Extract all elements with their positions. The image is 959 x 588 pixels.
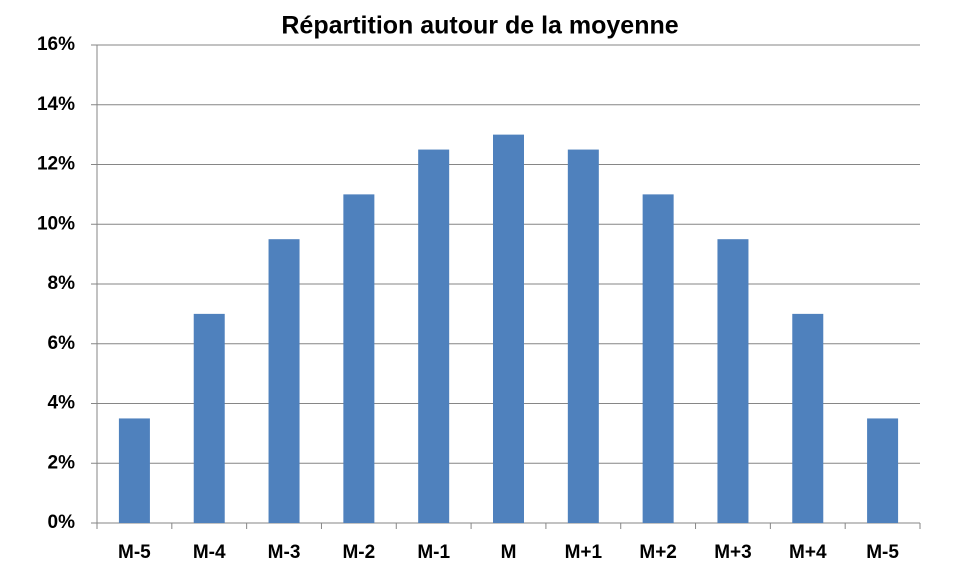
y-tick-label: 4% bbox=[48, 393, 76, 414]
chart-title: Répartition autour de la moyenne bbox=[281, 12, 678, 40]
bar bbox=[792, 313, 824, 523]
y-tick-label: 2% bbox=[48, 452, 76, 473]
x-tick-label: M-1 bbox=[417, 542, 450, 563]
x-tick-label: M-5 bbox=[118, 542, 151, 563]
y-tick-label: 6% bbox=[48, 333, 76, 354]
y-tick-label: 0% bbox=[48, 512, 76, 533]
x-tick-label: M+2 bbox=[639, 542, 677, 563]
bar bbox=[567, 149, 599, 523]
x-tick-label: M+4 bbox=[789, 542, 827, 563]
bar bbox=[268, 239, 300, 523]
y-tick-label: 14% bbox=[37, 94, 75, 115]
x-tick-label: M-3 bbox=[268, 542, 301, 563]
x-tick-label: M+3 bbox=[714, 542, 752, 563]
bar bbox=[118, 418, 150, 523]
x-tick-label: M+1 bbox=[565, 542, 603, 563]
y-tick-label: 16% bbox=[37, 34, 75, 55]
x-tick-label: M bbox=[501, 542, 517, 563]
bar bbox=[867, 418, 899, 523]
x-tick-label: M-4 bbox=[193, 542, 226, 563]
bar bbox=[642, 194, 674, 523]
bar bbox=[343, 194, 375, 523]
bar bbox=[418, 149, 450, 523]
y-tick-label: 10% bbox=[37, 213, 75, 234]
x-tick-label: M-5 bbox=[866, 542, 899, 563]
bar bbox=[717, 239, 749, 523]
y-tick-label: 8% bbox=[48, 273, 76, 294]
y-tick-label: 12% bbox=[37, 154, 75, 175]
bar bbox=[493, 134, 524, 523]
x-tick-label: M-2 bbox=[342, 542, 375, 563]
bar bbox=[193, 313, 225, 523]
